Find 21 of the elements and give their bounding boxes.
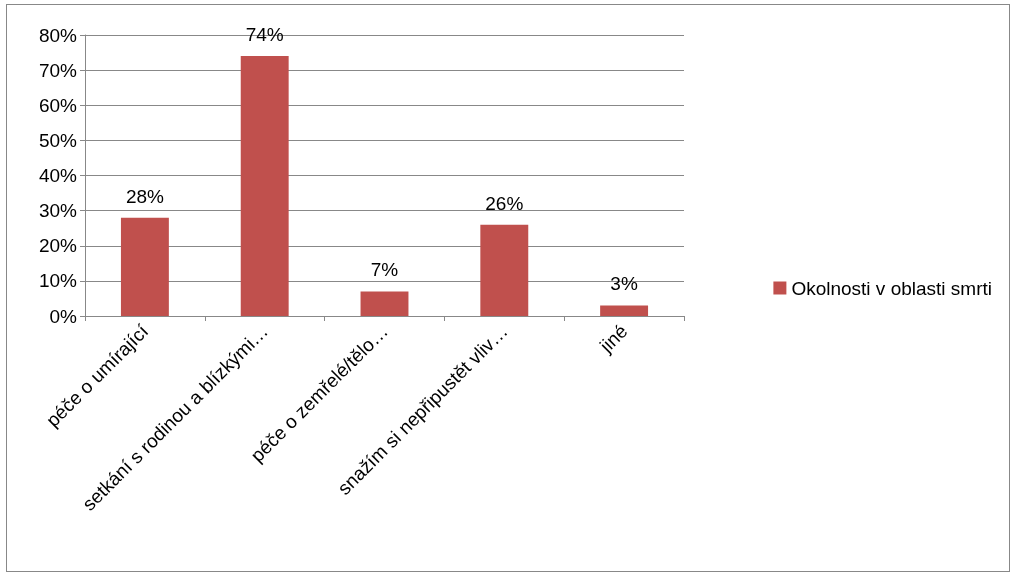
y-tick-label: 40%: [38, 165, 78, 186]
data-label: 74%: [245, 24, 284, 46]
y-tick-label: 30%: [38, 200, 78, 222]
bar: [360, 291, 409, 316]
data-label: 7%: [370, 259, 399, 281]
y-tick-label: 70%: [38, 59, 78, 81]
y-tick-label: 10%: [38, 270, 78, 292]
bar: [600, 305, 649, 316]
y-tick-label: 60%: [38, 94, 78, 116]
y-tick-label: 0%: [49, 305, 78, 327]
bar: [120, 217, 169, 316]
data-label: 28%: [125, 185, 165, 207]
y-tick-label: 20%: [38, 235, 78, 257]
bar: [240, 56, 289, 316]
bar: [480, 224, 529, 316]
y-tick-label: 80%: [38, 24, 78, 46]
y-tick-label: 50%: [38, 129, 78, 151]
x-tick-label: jiné: [595, 320, 632, 358]
data-label: 3%: [610, 273, 638, 295]
legend-label: Okolnosti v oblasti smrti: [791, 277, 993, 299]
data-label: 26%: [485, 192, 524, 214]
